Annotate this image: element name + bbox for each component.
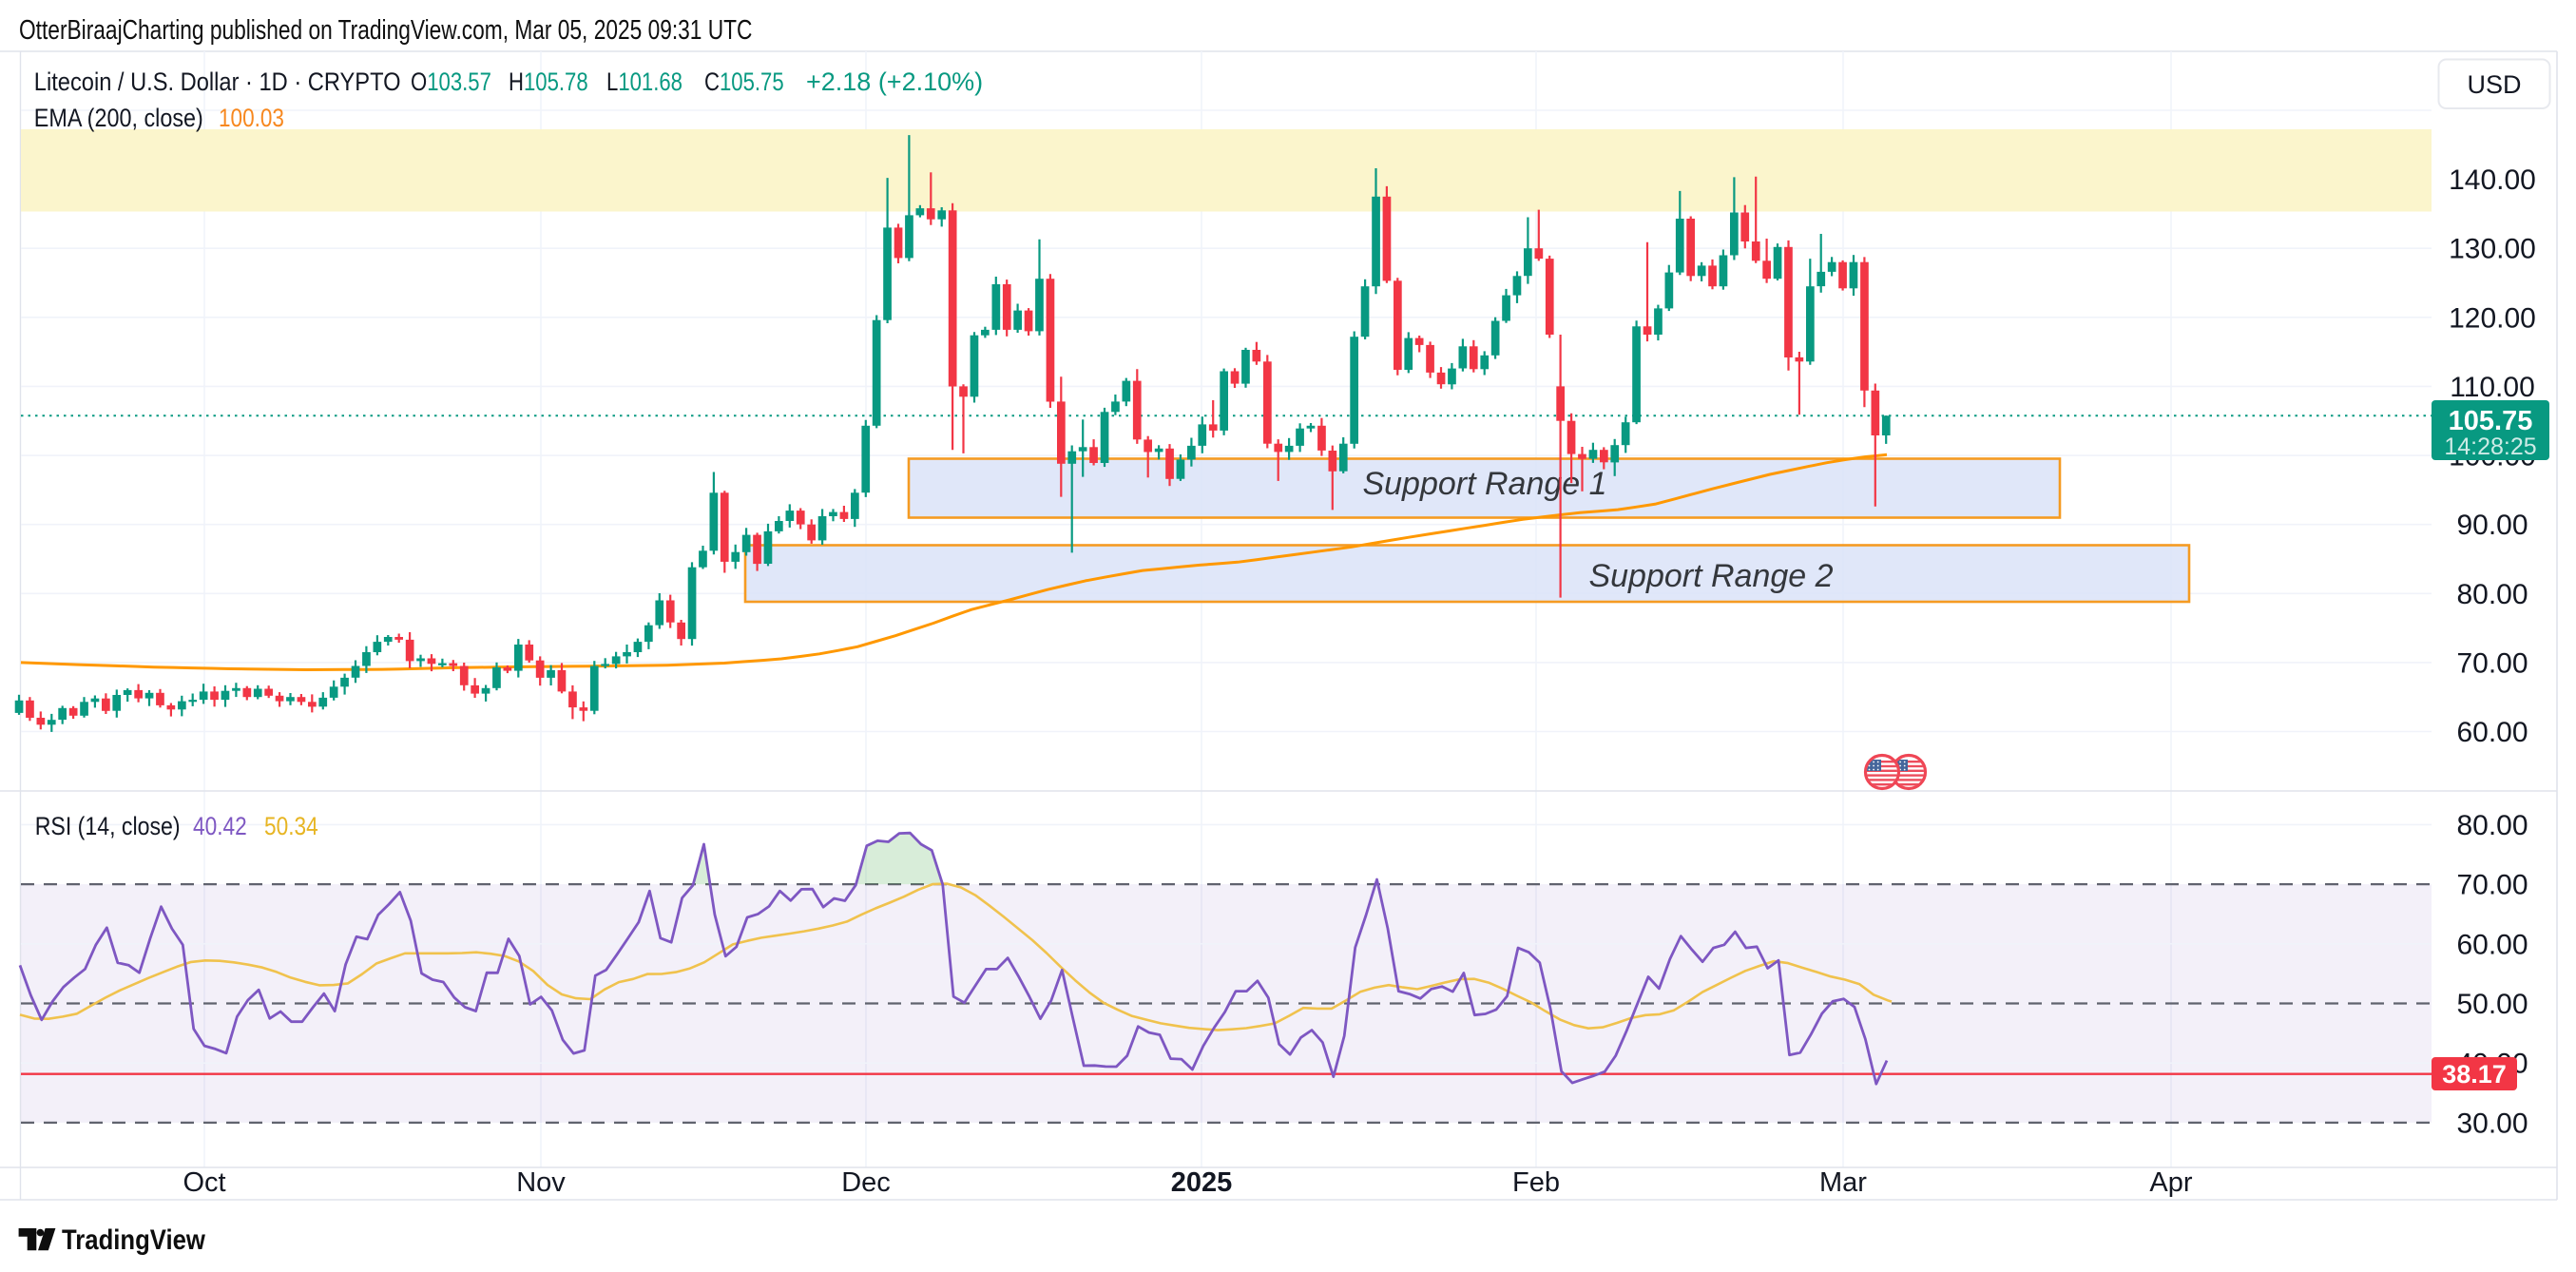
svg-text:50.00: 50.00 [2456,989,2528,1020]
svg-text:70.00: 70.00 [2456,647,2528,679]
svg-text:30.00: 30.00 [2456,1108,2528,1139]
svg-text:140.00: 140.00 [2449,164,2536,196]
svg-text:Litecoin / U.S. Dollar · 1D ·: Litecoin / U.S. Dollar · 1D · CRYPTO [34,68,401,97]
svg-text:RSI (14, close): RSI (14, close) [35,812,181,840]
svg-text:110.00: 110.00 [2450,372,2535,403]
svg-text:Nov: Nov [516,1167,566,1198]
svg-text:80.00: 80.00 [2456,579,2528,610]
svg-text:105.75: 105.75 [2449,406,2533,436]
svg-text:C105.75: C105.75 [704,68,784,97]
svg-text:USD: USD [2467,70,2521,99]
svg-text:Support Range 1: Support Range 1 [1362,466,1606,502]
svg-text:+2.18 (+2.10%): +2.18 (+2.10%) [806,67,983,96]
svg-text:H105.78: H105.78 [509,68,588,97]
svg-text:2025: 2025 [1171,1167,1233,1198]
svg-text:Mar: Mar [1819,1167,1867,1198]
svg-text:60.00: 60.00 [2456,929,2528,960]
svg-text:100.03: 100.03 [219,104,284,132]
svg-text:40.42: 40.42 [193,812,247,840]
svg-text:90.00: 90.00 [2456,510,2528,541]
svg-text:80.00: 80.00 [2456,810,2528,841]
svg-text:50.34: 50.34 [264,812,318,840]
svg-text:130.00: 130.00 [2449,234,2536,265]
svg-text:38.17: 38.17 [2442,1060,2507,1089]
svg-text:Support Range 2: Support Range 2 [1588,558,1833,594]
svg-text:L101.68: L101.68 [606,68,682,97]
svg-text:TradingView: TradingView [62,1224,205,1255]
svg-text:O103.57: O103.57 [411,68,491,97]
svg-text:OtterBiraajCharting published: OtterBiraajCharting published on Trading… [19,13,752,45]
svg-text:Apr: Apr [2149,1167,2192,1198]
svg-text:EMA (200, close): EMA (200, close) [34,104,203,132]
svg-text:70.00: 70.00 [2456,870,2528,901]
svg-text:60.00: 60.00 [2456,717,2528,748]
svg-text:Dec: Dec [841,1167,891,1198]
svg-text:120.00: 120.00 [2449,302,2536,334]
svg-text:Feb: Feb [1512,1167,1560,1198]
svg-text:Oct: Oct [183,1167,225,1198]
svg-text:14:28:25: 14:28:25 [2444,434,2536,460]
